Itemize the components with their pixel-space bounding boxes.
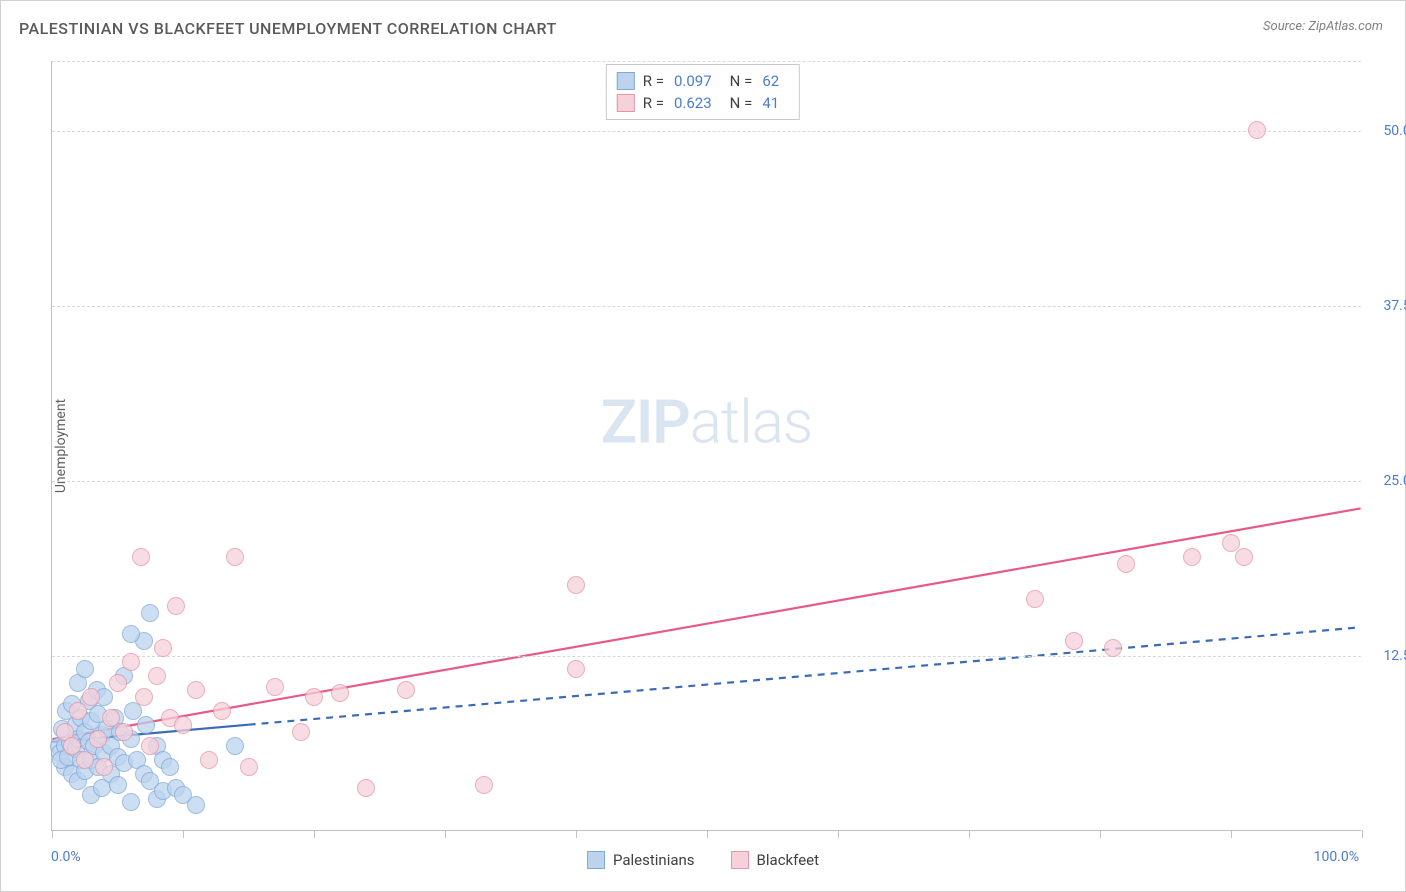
scatter-point xyxy=(305,688,323,706)
scatter-point xyxy=(397,681,415,699)
scatter-point xyxy=(109,776,127,794)
scatter-point xyxy=(122,793,140,811)
scatter-point xyxy=(161,758,179,776)
x-tick xyxy=(314,830,315,838)
scatter-point xyxy=(76,751,94,769)
n-label: N = xyxy=(730,94,753,112)
x-tick xyxy=(1231,830,1232,838)
x-tick xyxy=(1100,830,1101,838)
x-tick xyxy=(969,830,970,838)
scatter-point xyxy=(187,681,205,699)
r-label: R = xyxy=(643,94,664,112)
scatter-point xyxy=(567,660,585,678)
x-tick xyxy=(707,830,708,838)
scatter-point xyxy=(135,688,153,706)
scatter-point xyxy=(1235,548,1253,566)
scatter-point xyxy=(154,639,172,657)
scatter-point xyxy=(122,653,140,671)
scatter-point xyxy=(115,723,133,741)
scatter-point xyxy=(475,776,493,794)
chart-container: PALESTINIAN VS BLACKFEET UNEMPLOYMENT CO… xyxy=(0,0,1406,892)
x-axis-max-label: 100.0% xyxy=(1314,849,1359,865)
x-tick xyxy=(52,830,53,838)
source-attribution: Source: ZipAtlas.com xyxy=(1263,19,1383,34)
scatter-point xyxy=(167,597,185,615)
gridline xyxy=(52,61,1361,62)
chart-title: PALESTINIAN VS BLACKFEET UNEMPLOYMENT CO… xyxy=(19,19,557,38)
trend-line-dashed xyxy=(249,627,1361,724)
scatter-point xyxy=(226,737,244,755)
scatter-point xyxy=(95,758,113,776)
scatter-point xyxy=(1104,639,1122,657)
scatter-point xyxy=(122,625,140,643)
x-tick xyxy=(576,830,577,838)
trend-line xyxy=(52,508,1360,739)
trend-lines-layer xyxy=(52,61,1361,830)
gridline xyxy=(52,306,1361,307)
scatter-point xyxy=(213,702,231,720)
scatter-point xyxy=(292,723,310,741)
series-legend: Palestinians Blackfeet xyxy=(587,851,819,869)
r-label: R = xyxy=(643,72,664,90)
y-tick-label: 25.0% xyxy=(1365,473,1406,489)
gridline xyxy=(52,656,1361,657)
legend-swatch xyxy=(617,94,635,112)
scatter-point xyxy=(200,751,218,769)
r-value: 0.623 xyxy=(674,94,712,112)
scatter-point xyxy=(69,702,87,720)
scatter-point xyxy=(141,604,159,622)
scatter-point xyxy=(132,548,150,566)
gridline xyxy=(52,131,1361,132)
scatter-point xyxy=(141,737,159,755)
n-label: N = xyxy=(730,72,753,90)
legend-item: Blackfeet xyxy=(731,851,819,869)
scatter-point xyxy=(1183,548,1201,566)
scatter-point xyxy=(76,660,94,678)
stats-legend-row: R = 0.097 N = 62 xyxy=(617,70,789,92)
stats-legend: R = 0.097 N = 62 R = 0.623 N = 41 xyxy=(606,64,800,120)
x-tick xyxy=(183,830,184,838)
legend-label: Blackfeet xyxy=(757,851,819,869)
scatter-point xyxy=(226,548,244,566)
n-value: 62 xyxy=(762,72,779,90)
legend-swatch xyxy=(617,72,635,90)
gridline xyxy=(52,481,1361,482)
n-value: 41 xyxy=(762,94,779,112)
stats-legend-row: R = 0.623 N = 41 xyxy=(617,92,789,114)
scatter-point xyxy=(187,796,205,814)
legend-label: Palestinians xyxy=(613,851,695,869)
legend-swatch xyxy=(587,851,605,869)
x-axis-min-label: 0.0% xyxy=(51,849,81,865)
x-tick xyxy=(1362,830,1363,838)
y-tick-label: 50.0% xyxy=(1365,123,1406,139)
x-tick xyxy=(838,830,839,838)
x-tick xyxy=(445,830,446,838)
scatter-point xyxy=(240,758,258,776)
scatter-point xyxy=(1026,590,1044,608)
scatter-point xyxy=(331,684,349,702)
scatter-point xyxy=(1117,555,1135,573)
scatter-point xyxy=(109,674,127,692)
scatter-point xyxy=(266,678,284,696)
scatter-point xyxy=(1248,121,1266,139)
scatter-point xyxy=(148,667,166,685)
legend-swatch xyxy=(731,851,749,869)
legend-item: Palestinians xyxy=(587,851,695,869)
scatter-point xyxy=(567,576,585,594)
scatter-point xyxy=(1065,632,1083,650)
r-value: 0.097 xyxy=(674,72,712,90)
y-tick-label: 37.5% xyxy=(1365,298,1406,314)
plot-area: ZIPatlas 12.5%25.0%37.5%50.0% xyxy=(51,61,1361,831)
scatter-point xyxy=(82,688,100,706)
y-tick-label: 12.5% xyxy=(1365,648,1406,664)
scatter-point xyxy=(357,779,375,797)
watermark: ZIPatlas xyxy=(601,387,813,458)
scatter-point xyxy=(174,716,192,734)
scatter-point xyxy=(89,730,107,748)
scatter-point xyxy=(137,716,155,734)
